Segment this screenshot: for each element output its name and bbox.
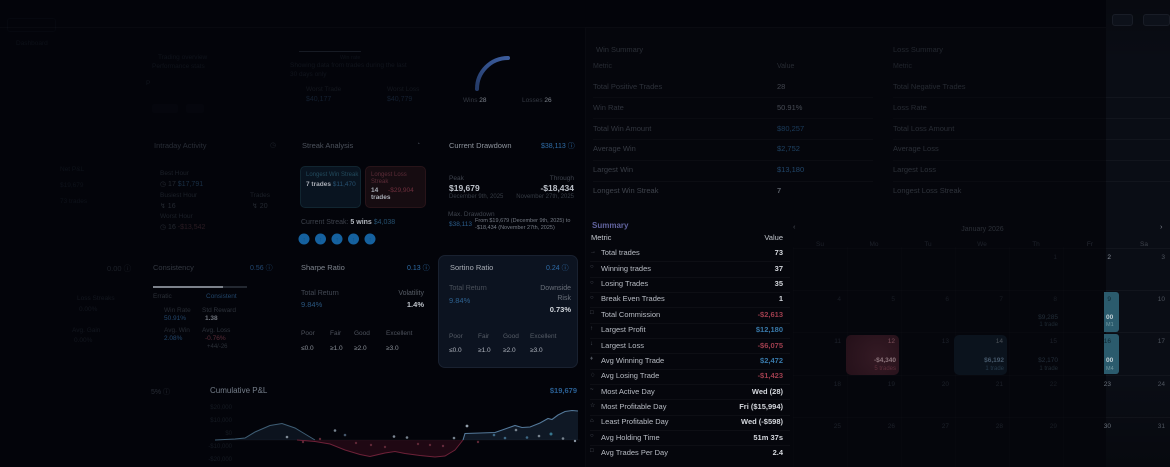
svg-text:↑: ↑	[319, 238, 322, 244]
svg-text:↑: ↑	[352, 238, 355, 244]
svg-text:↑: ↑	[369, 238, 372, 244]
svg-text:↑: ↑	[303, 238, 306, 244]
svg-text:↑: ↑	[336, 238, 339, 244]
